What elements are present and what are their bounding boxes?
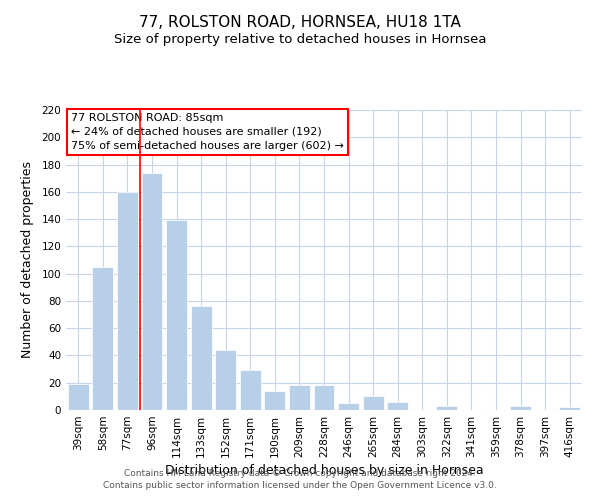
Bar (142, 172, 163, 410)
Bar (362, 396, 383, 410)
Bar (240, 370, 261, 410)
Text: Contains HM Land Registry data © Crown copyright and database right 2024.: Contains HM Land Registry data © Crown c… (124, 468, 476, 477)
Bar (68, 384, 89, 410)
Bar (387, 402, 408, 410)
Text: 77 ROLSTON ROAD: 85sqm
← 24% of detached houses are smaller (192)
75% of semi-de: 77 ROLSTON ROAD: 85sqm ← 24% of detached… (71, 113, 344, 151)
Text: Contains public sector information licensed under the Open Government Licence v3: Contains public sector information licen… (103, 481, 497, 490)
Bar (265, 391, 286, 410)
Bar (166, 220, 187, 410)
Bar (117, 192, 138, 410)
Bar (559, 408, 580, 410)
Bar (314, 386, 334, 410)
Text: 77, ROLSTON ROAD, HORNSEA, HU18 1TA: 77, ROLSTON ROAD, HORNSEA, HU18 1TA (139, 15, 461, 30)
X-axis label: Distribution of detached houses by size in Hornsea: Distribution of detached houses by size … (164, 464, 484, 477)
Bar (338, 403, 359, 410)
Text: Size of property relative to detached houses in Hornsea: Size of property relative to detached ho… (114, 32, 486, 46)
Bar (289, 386, 310, 410)
Y-axis label: Number of detached properties: Number of detached properties (22, 162, 34, 358)
Bar (191, 306, 212, 410)
Bar (436, 406, 457, 410)
Bar (510, 406, 531, 410)
Bar (215, 350, 236, 410)
Bar (92, 267, 113, 410)
